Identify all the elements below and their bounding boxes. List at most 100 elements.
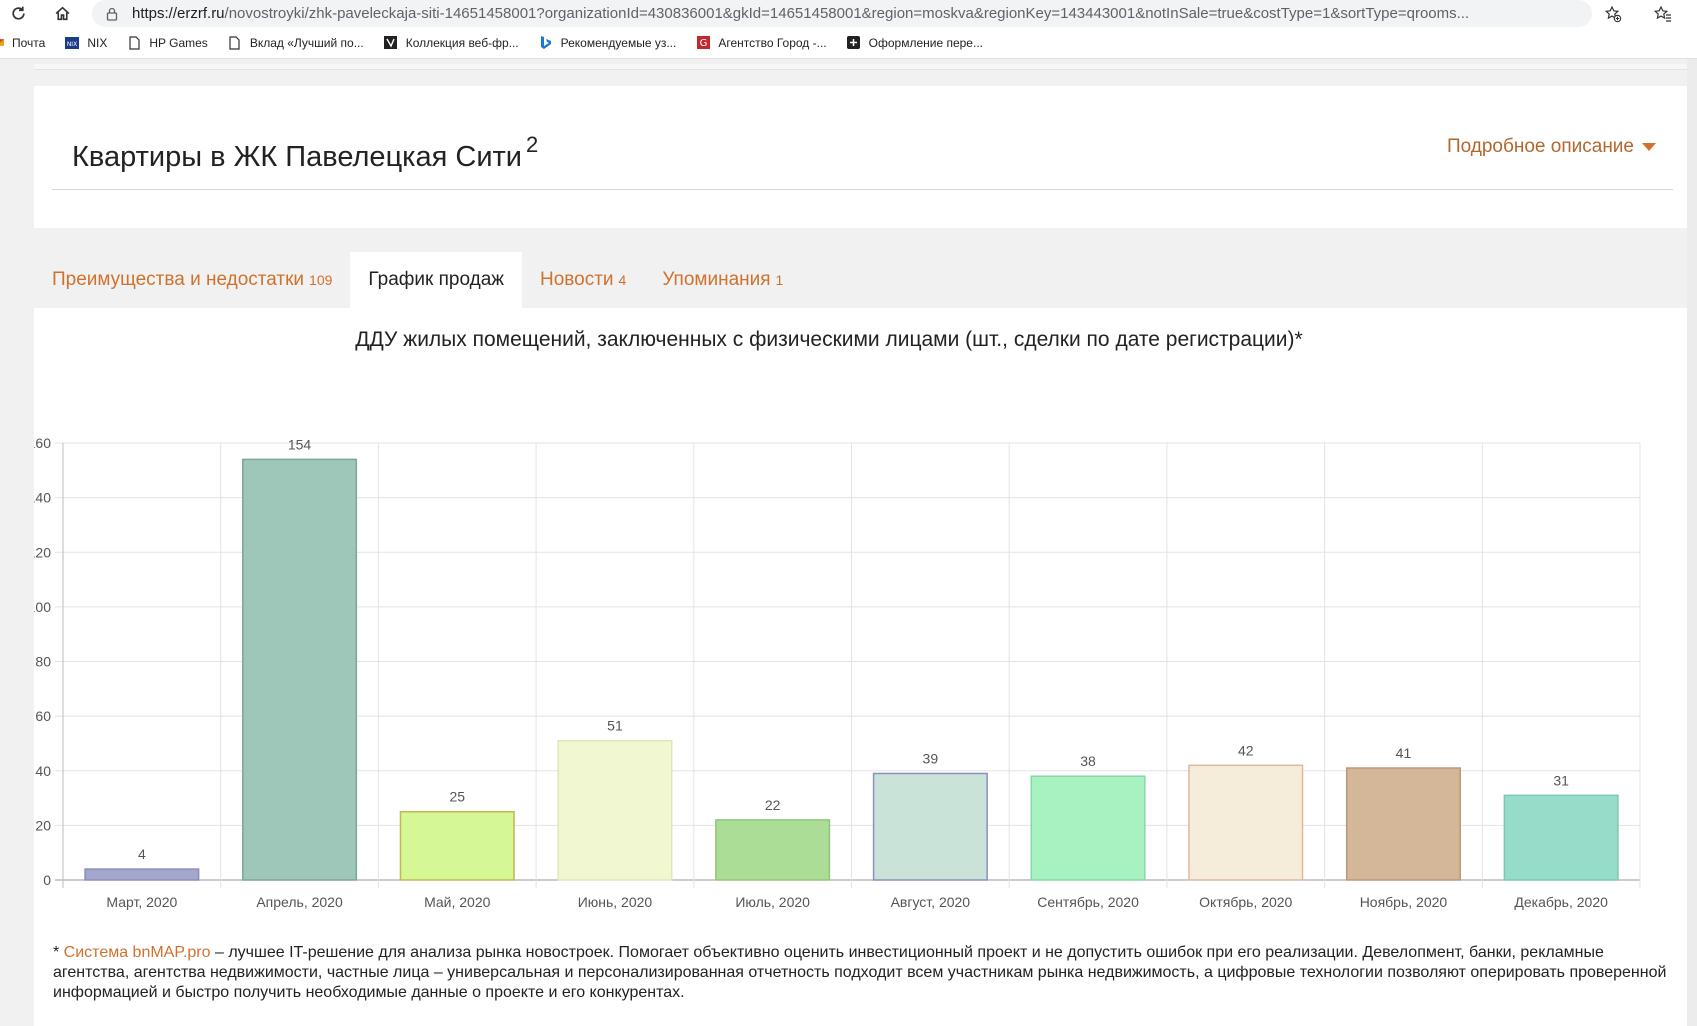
y-tick-label: 80	[35, 654, 51, 670]
reload-icon[interactable]	[2, 0, 34, 27]
bookmark-item[interactable]: Рекомендуемые уз...	[539, 35, 677, 50]
bookmark-label: Рекомендуемые уз...	[560, 35, 677, 50]
svg-text:G: G	[699, 38, 707, 49]
page-icon	[127, 35, 141, 50]
page-title: Квартиры в ЖК Павелецкая Сити 2	[72, 132, 538, 174]
tab-label: Упоминания	[662, 269, 771, 290]
home-icon[interactable]	[46, 0, 78, 27]
x-category-label: Август, 2020	[891, 894, 971, 910]
tab-count: 4	[618, 272, 627, 288]
x-category-label: Ноябрь, 2020	[1360, 894, 1448, 910]
x-category-label: Май, 2020	[424, 894, 491, 910]
bar-value-label: 42	[1238, 742, 1254, 758]
bookmark-item[interactable]: Коллекция веб-фр...	[384, 36, 519, 50]
svg-text:NIX: NIX	[67, 41, 77, 48]
x-category-label: Сентябрь, 2020	[1037, 894, 1139, 910]
favorites-icon[interactable]	[1641, 0, 1685, 27]
bookmark-label: Вклад «Лучший по...	[249, 35, 364, 50]
tab-count: 109	[309, 272, 333, 288]
x-category-label: Октябрь, 2020	[1199, 894, 1292, 910]
bookmark-item[interactable]: G Агентство Город -...	[696, 35, 827, 50]
bar	[1503, 794, 1619, 881]
footnote: * Система bnMAP.pro – лучшее IT-решение …	[53, 943, 1673, 1003]
tab-sales-chart[interactable]: График продаж	[350, 252, 522, 308]
complex-header-card: Квартиры в ЖК Павелецкая Сити 2 Подробное…	[34, 86, 1690, 228]
bookmark-label: NIX	[87, 35, 108, 50]
tab-mentions[interactable]: Упоминания 1	[644, 252, 801, 308]
y-tick-label: 60	[35, 708, 51, 724]
bar-value-label: 51	[607, 718, 623, 734]
y-tick-label: 40	[35, 763, 51, 779]
bar	[715, 819, 831, 881]
bookmark-label: Почта	[12, 35, 46, 50]
bookmark-label: Оформление пере...	[868, 35, 983, 50]
y-tick-label: 120	[34, 544, 51, 560]
bar-value-label: 22	[765, 797, 781, 813]
x-category-label: Апрель, 2020	[256, 894, 343, 910]
bookmark-item[interactable]: Вклад «Лучший по...	[228, 36, 364, 50]
bing-icon	[539, 35, 553, 50]
bar-value-label: 41	[1396, 745, 1412, 761]
mail-icon	[0, 36, 4, 50]
bar	[872, 772, 988, 881]
url-host: https://erzrf.ru	[132, 5, 225, 22]
detail-description-link[interactable]: Подробное описание	[1447, 136, 1656, 158]
bar	[84, 868, 200, 881]
bookmark-label: HP Games	[149, 35, 208, 50]
bar-value-label: 154	[288, 436, 312, 452]
x-category-label: Декабрь, 2020	[1514, 894, 1608, 910]
bar	[557, 739, 673, 881]
collection-icon	[384, 36, 398, 50]
footnote-prefix: *	[53, 944, 64, 961]
bar-value-label: 25	[449, 789, 465, 805]
tab-label: Преимущества и недостатки	[52, 269, 305, 290]
page-scrollbar[interactable]	[1687, 59, 1697, 1026]
caret-down-icon	[1642, 143, 1656, 151]
bar-value-label: 38	[1080, 753, 1096, 769]
bar-value-label: 4	[138, 846, 146, 862]
bar-value-label: 39	[923, 750, 939, 766]
gorod-icon: G	[696, 36, 710, 50]
sales-bar-chart: 0 20 40 60 80 100 120 140 160 4 Март, 2020 154 Апрел…	[34, 435, 1641, 910]
x-category-label: Март, 2020	[106, 894, 177, 910]
url-field[interactable]: https://erzrf.ru/novostroyki/zhk-pavelec…	[92, 0, 1592, 27]
bar	[1188, 764, 1304, 881]
x-category-label: Июль, 2020	[735, 894, 810, 910]
content-tabs: Преимущества и недостатки 109 График прод…	[34, 252, 801, 308]
lock-icon[interactable]	[104, 6, 120, 22]
bookmark-label: Коллекция веб-фр...	[405, 35, 519, 50]
bar	[1030, 775, 1146, 881]
plus-icon	[847, 36, 861, 50]
x-category-label: Июнь, 2020	[578, 894, 653, 910]
y-tick-label: 140	[34, 490, 51, 506]
bookmark-item[interactable]: Оформление пере...	[847, 36, 983, 50]
bookmark-item[interactable]: Почта	[0, 36, 45, 50]
bookmark-label: Агентство Город -...	[718, 35, 827, 50]
footnote-text: – лучшее IT-решение для анализа рынка но…	[53, 944, 1667, 1001]
y-tick-label: 160	[34, 435, 51, 451]
tab-pros-cons[interactable]: Преимущества и недостатки 109	[34, 252, 350, 308]
chart-title: ДДУ жилых помещений, заключенных с физич…	[355, 328, 1303, 351]
add-to-favorites-icon[interactable]	[1591, 0, 1635, 27]
url-text: https://erzrf.ru/novostroyki/zhk-pavelec…	[132, 5, 1592, 22]
bookmark-item[interactable]: HP Games	[127, 35, 208, 50]
bar	[1345, 767, 1461, 881]
bookmarks-bar: Почта NIX NIX HP Games Вклад «Лучший по... Ко…	[0, 27, 1697, 59]
y-tick-label: 0	[43, 872, 51, 888]
bookmark-item[interactable]: NIX NIX	[65, 36, 107, 50]
browser-address-bar: https://erzrf.ru/novostroyki/zhk-pavelec…	[0, 0, 1697, 27]
page-title-text: Квартиры в ЖК Павелецкая Сити	[72, 141, 523, 173]
tab-label: Новости	[539, 269, 614, 290]
page-icon	[228, 35, 242, 50]
sales-chart-card: ДДУ жилых помещений, заключенных с физич…	[34, 308, 1690, 1026]
tab-news[interactable]: Новости 4	[522, 252, 644, 308]
page-title-count: 2	[526, 132, 539, 157]
header-divider	[52, 189, 1673, 190]
bnmap-link[interactable]: Система bnMAP.pro	[63, 944, 211, 961]
bar-value-label: 31	[1553, 772, 1569, 788]
tab-count: 1	[775, 272, 784, 288]
y-tick-label: 100	[34, 599, 51, 615]
nix-icon: NIX	[65, 36, 80, 50]
url-path: /novostroyki/zhk-paveleckaja-siti-146514…	[224, 5, 1470, 22]
y-tick-label: 20	[35, 817, 51, 833]
